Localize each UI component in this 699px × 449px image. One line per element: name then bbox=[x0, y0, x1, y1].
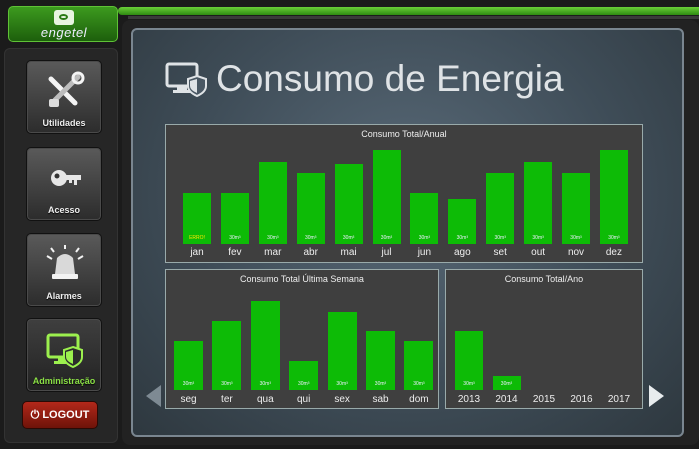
bar-value-label: 30m³ bbox=[267, 234, 279, 241]
chart-bar: 30m³ bbox=[327, 311, 357, 390]
nav-alarmes-button[interactable]: Alarmes bbox=[26, 233, 102, 307]
x-tick-label: sab bbox=[372, 394, 389, 405]
logout-label: LOGOUT bbox=[42, 409, 90, 421]
x-tick-label: 2017 bbox=[607, 394, 631, 405]
bar-value-label: 30m³ bbox=[500, 380, 513, 387]
x-tick-label: mai bbox=[340, 247, 357, 258]
x-tick-label: 2013 bbox=[457, 394, 481, 405]
bar-value-label: 30m³ bbox=[297, 380, 310, 387]
bar-value-label: 30m³ bbox=[494, 234, 506, 241]
chart-bar: 30m³ bbox=[220, 193, 249, 244]
nav-acesso-label: Acesso bbox=[47, 205, 81, 215]
weekly-consumption-chart: Consumo Total Última Semana 30m³ seg 30m³ t… bbox=[165, 269, 439, 409]
bar-value-label: 30m³ bbox=[304, 234, 317, 241]
x-tick-label: 2014 bbox=[495, 394, 518, 405]
chart-bar: 30m³ bbox=[250, 301, 280, 390]
logout-button[interactable]: ⏻ LOGOUT bbox=[22, 401, 98, 429]
bar-value-label: 30m³ bbox=[608, 234, 620, 241]
x-tick-label: nov bbox=[567, 247, 585, 258]
chart-bar: 30m³ bbox=[296, 172, 325, 244]
chart-bar: 30m³ bbox=[562, 172, 590, 244]
x-tick-label: 2016 bbox=[570, 394, 593, 405]
x-tick-label: qui bbox=[297, 394, 311, 405]
page-title: Consumo de Energia bbox=[216, 58, 564, 99]
x-tick-label: ago bbox=[453, 247, 471, 258]
next-arrow-button[interactable] bbox=[649, 385, 664, 407]
x-tick-label: dom bbox=[409, 394, 429, 405]
chart-bar: 30m³ bbox=[334, 164, 363, 244]
chart-bar: 30m³ bbox=[258, 162, 287, 244]
bar-value-label: 30m³ bbox=[336, 380, 348, 387]
bar-value-label: ERRO! bbox=[189, 235, 205, 241]
previous-arrow-button[interactable] bbox=[146, 385, 161, 407]
nav-acesso-button[interactable]: Acesso bbox=[26, 147, 102, 221]
chart-bar: 30m³ bbox=[410, 193, 439, 244]
top-divider bbox=[128, 16, 699, 19]
bar-value-label: 30m³ bbox=[221, 380, 233, 387]
tools-icon bbox=[48, 71, 85, 107]
x-tick-label: abr bbox=[303, 247, 318, 258]
x-tick-label: jul bbox=[381, 247, 392, 258]
chart-bar: 30m³ bbox=[524, 162, 553, 244]
sidebar: Utilidades Acesso Alarmes Administração bbox=[4, 48, 118, 443]
chart-bar: 30m³ bbox=[372, 150, 401, 244]
chart-bar: 30m³ bbox=[448, 199, 477, 244]
bar-value-label: 30m³ bbox=[342, 234, 355, 241]
yearly-consumption-chart: Consumo Total/Ano 30m³ 2013 30m³ 2014 2015 20… bbox=[445, 269, 643, 409]
chart-bar: 30m³ bbox=[599, 150, 628, 244]
chart-bar: 30m³ bbox=[486, 172, 515, 244]
chart-bar: 30m³ bbox=[289, 360, 319, 390]
monitor-shield-title-icon bbox=[165, 62, 207, 98]
chart-bar: 30m³ bbox=[455, 330, 483, 390]
chart-bar: 30m³ bbox=[174, 341, 203, 390]
bar-value-label: 30m³ bbox=[380, 234, 393, 241]
nav-alarmes-label: Alarmes bbox=[46, 291, 82, 301]
x-tick-label: dez bbox=[605, 247, 622, 258]
x-tick-label: seg bbox=[180, 394, 197, 405]
monitor-shield-icon bbox=[46, 333, 83, 369]
x-tick-label: ter bbox=[221, 394, 233, 405]
nav-utilidades-button[interactable]: Utilidades bbox=[26, 60, 102, 134]
chart-bar: 30m³ bbox=[212, 321, 242, 390]
power-icon: ⏻ bbox=[30, 409, 40, 421]
monthly-consumption-chart: Consumo Total/Anual ERRO! jan 30m³ fev 30m³ m… bbox=[165, 124, 643, 263]
brand-emblem-icon bbox=[54, 10, 74, 25]
x-tick-label: set bbox=[493, 247, 507, 258]
bar-value-label: 30m³ bbox=[570, 234, 582, 241]
bar-value-label: 30m³ bbox=[229, 235, 241, 241]
keys-icon bbox=[51, 170, 81, 186]
brand-name: engetel bbox=[40, 25, 88, 40]
bar-value-label: 30m³ bbox=[413, 380, 425, 387]
chart-bar: 30m³ bbox=[366, 331, 395, 390]
chart-title: Consumo Total/Anual bbox=[361, 129, 447, 139]
chart-title: Consumo Total Última Semana bbox=[240, 274, 364, 284]
x-tick-label: mar bbox=[264, 247, 282, 258]
chart-title: Consumo Total/Ano bbox=[504, 274, 584, 284]
bar-value-label: 30m³ bbox=[182, 380, 195, 387]
chart-bar: 30m³ bbox=[492, 375, 521, 390]
top-accent-bar bbox=[118, 7, 699, 15]
bar-value-label: 30m³ bbox=[463, 380, 475, 387]
x-tick-label: sex bbox=[334, 394, 350, 405]
chart-bar: ERRO! bbox=[183, 193, 211, 244]
x-tick-label: fev bbox=[228, 247, 242, 258]
x-tick-label: 2015 bbox=[532, 394, 556, 405]
x-tick-label: out bbox=[531, 247, 546, 258]
nav-utilidades-label: Utilidades bbox=[42, 118, 86, 128]
bar-value-label: 30m³ bbox=[418, 235, 431, 241]
nav-administracao-label: Administração bbox=[32, 376, 96, 386]
nav-administracao-button[interactable]: Administração bbox=[26, 318, 102, 392]
bar-value-label: 30m³ bbox=[532, 234, 544, 241]
x-tick-label: jan bbox=[190, 247, 204, 258]
bar-value-label: 30m³ bbox=[456, 234, 468, 241]
brand-logo: engetel bbox=[8, 6, 118, 42]
alarm-light-icon bbox=[46, 245, 84, 279]
bar-value-label: 30m³ bbox=[259, 381, 271, 387]
x-tick-label: jun bbox=[417, 247, 432, 258]
bar-value-label: 30m³ bbox=[374, 380, 387, 387]
x-tick-label: qua bbox=[256, 394, 274, 405]
chart-bar: 30m³ bbox=[404, 341, 434, 390]
